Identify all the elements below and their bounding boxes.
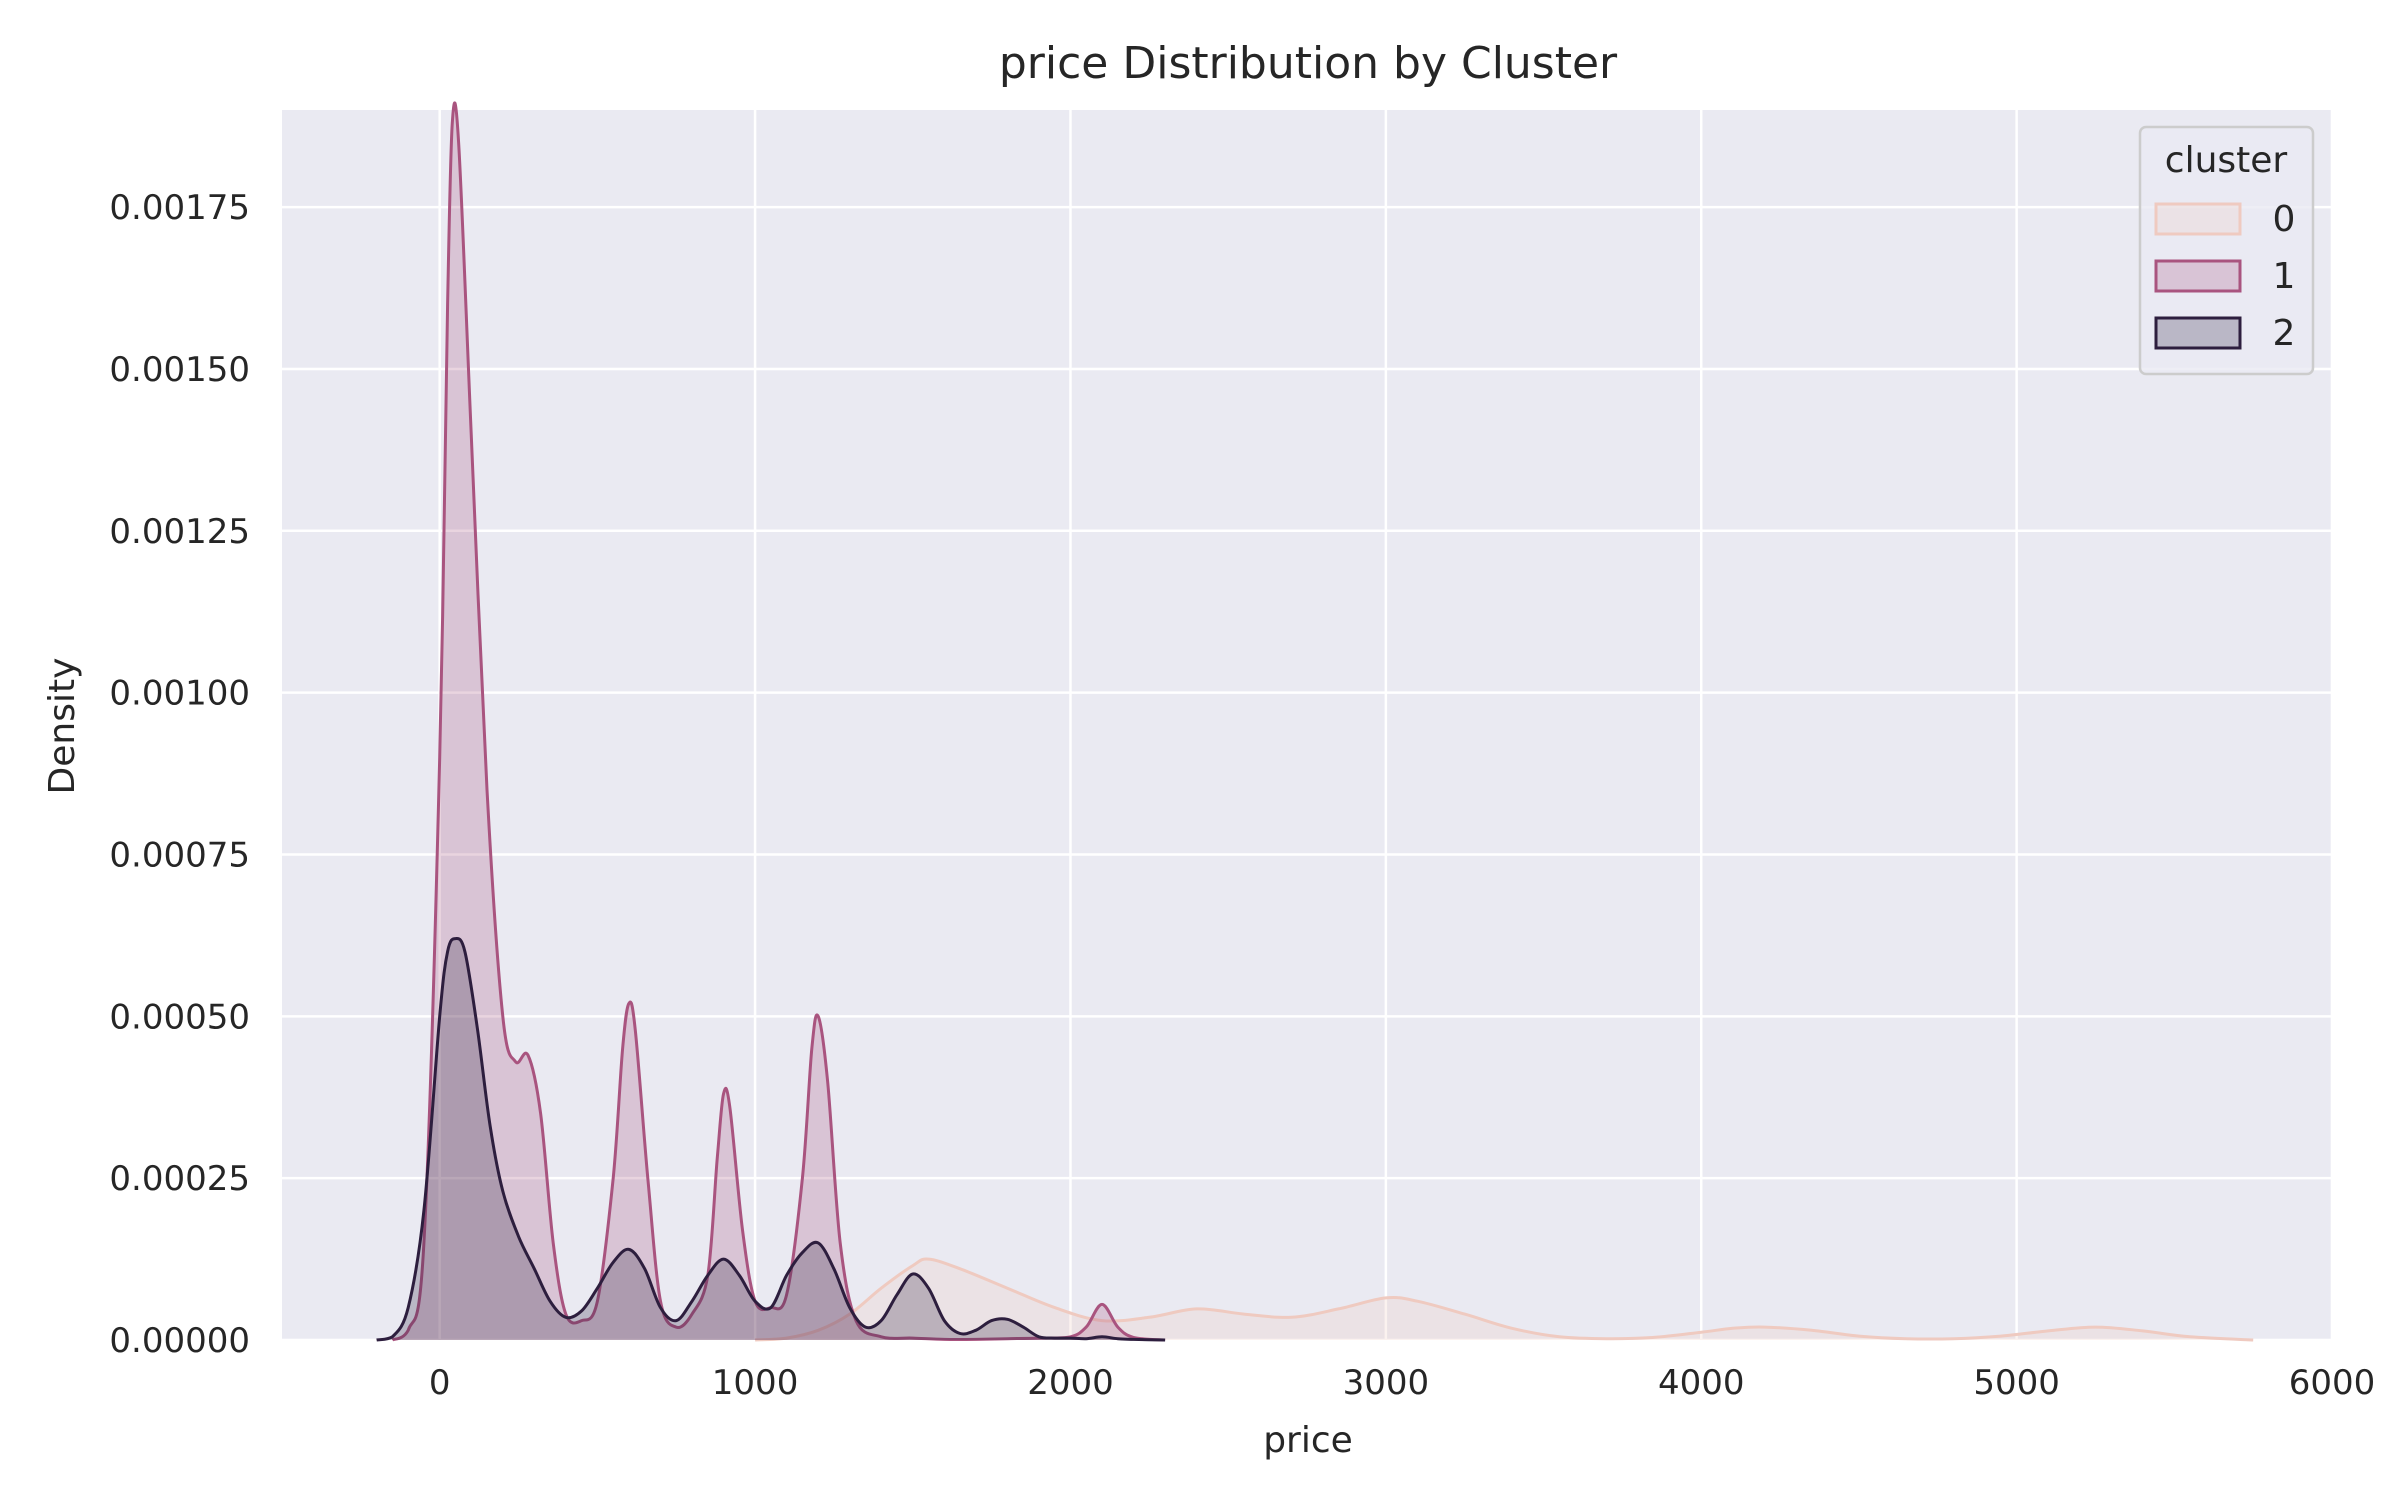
x-tick-label: 5000 — [1973, 1363, 2060, 1403]
series-0-line — [755, 1257, 2254, 1342]
y-tick-label: 0.00100 — [109, 674, 250, 714]
y-tick-label: 0.00125 — [109, 512, 250, 552]
legend-frame — [2138, 125, 2315, 376]
legend-label-1: 1 — [2273, 256, 2296, 297]
y-tick-label: 0.00075 — [109, 835, 250, 875]
series-2-area — [376, 938, 1166, 1340]
legend-title: cluster — [2165, 140, 2288, 181]
legend-swatch-1 — [2154, 259, 2242, 293]
x-tick-label: 3000 — [1343, 1363, 1430, 1403]
legend-entries: 0 1 2 — [2154, 199, 2296, 354]
series-1-area — [392, 102, 1166, 1341]
legend-swatch-0 — [2154, 202, 2242, 236]
x-tick-label: 2000 — [1027, 1363, 1114, 1403]
y-tick-label: 0.00150 — [109, 350, 250, 390]
chart-title: price Distribution by Cluster — [999, 38, 1618, 89]
x-tick-label: 4000 — [1658, 1363, 1745, 1403]
series-1-line — [391, 101, 1166, 1342]
x-axis-label: price — [1263, 1420, 1353, 1461]
plot-area — [282, 110, 2332, 1340]
legend-swatch-2 — [2154, 316, 2242, 350]
x-tick-label: 0 — [429, 1363, 451, 1403]
y-tick-label: 0.00050 — [109, 997, 250, 1037]
x-tick-labels: 0 1000 2000 3000 4000 5000 6000 — [429, 1363, 2375, 1403]
density-series — [376, 101, 2254, 1342]
legend-label-2: 2 — [2273, 313, 2296, 354]
legend-label-0: 0 — [2273, 199, 2296, 240]
y-tick-label: 0.00000 — [109, 1321, 250, 1361]
x-tick-label: 1000 — [712, 1363, 799, 1403]
series-0-area — [755, 1259, 2254, 1340]
y-axis-label: Density — [42, 658, 83, 795]
y-tick-label: 0.00175 — [109, 188, 250, 228]
series-2-line — [376, 937, 1166, 1342]
y-tick-labels: 0.00000 0.00025 0.00050 0.00075 0.00100 0.001… — [109, 188, 250, 1361]
grid-lines — [282, 110, 2334, 1342]
y-tick-label: 0.00025 — [109, 1159, 250, 1199]
x-tick-label: 6000 — [2289, 1363, 2376, 1403]
legend: cluster 0 1 2 — [2138, 125, 2315, 376]
